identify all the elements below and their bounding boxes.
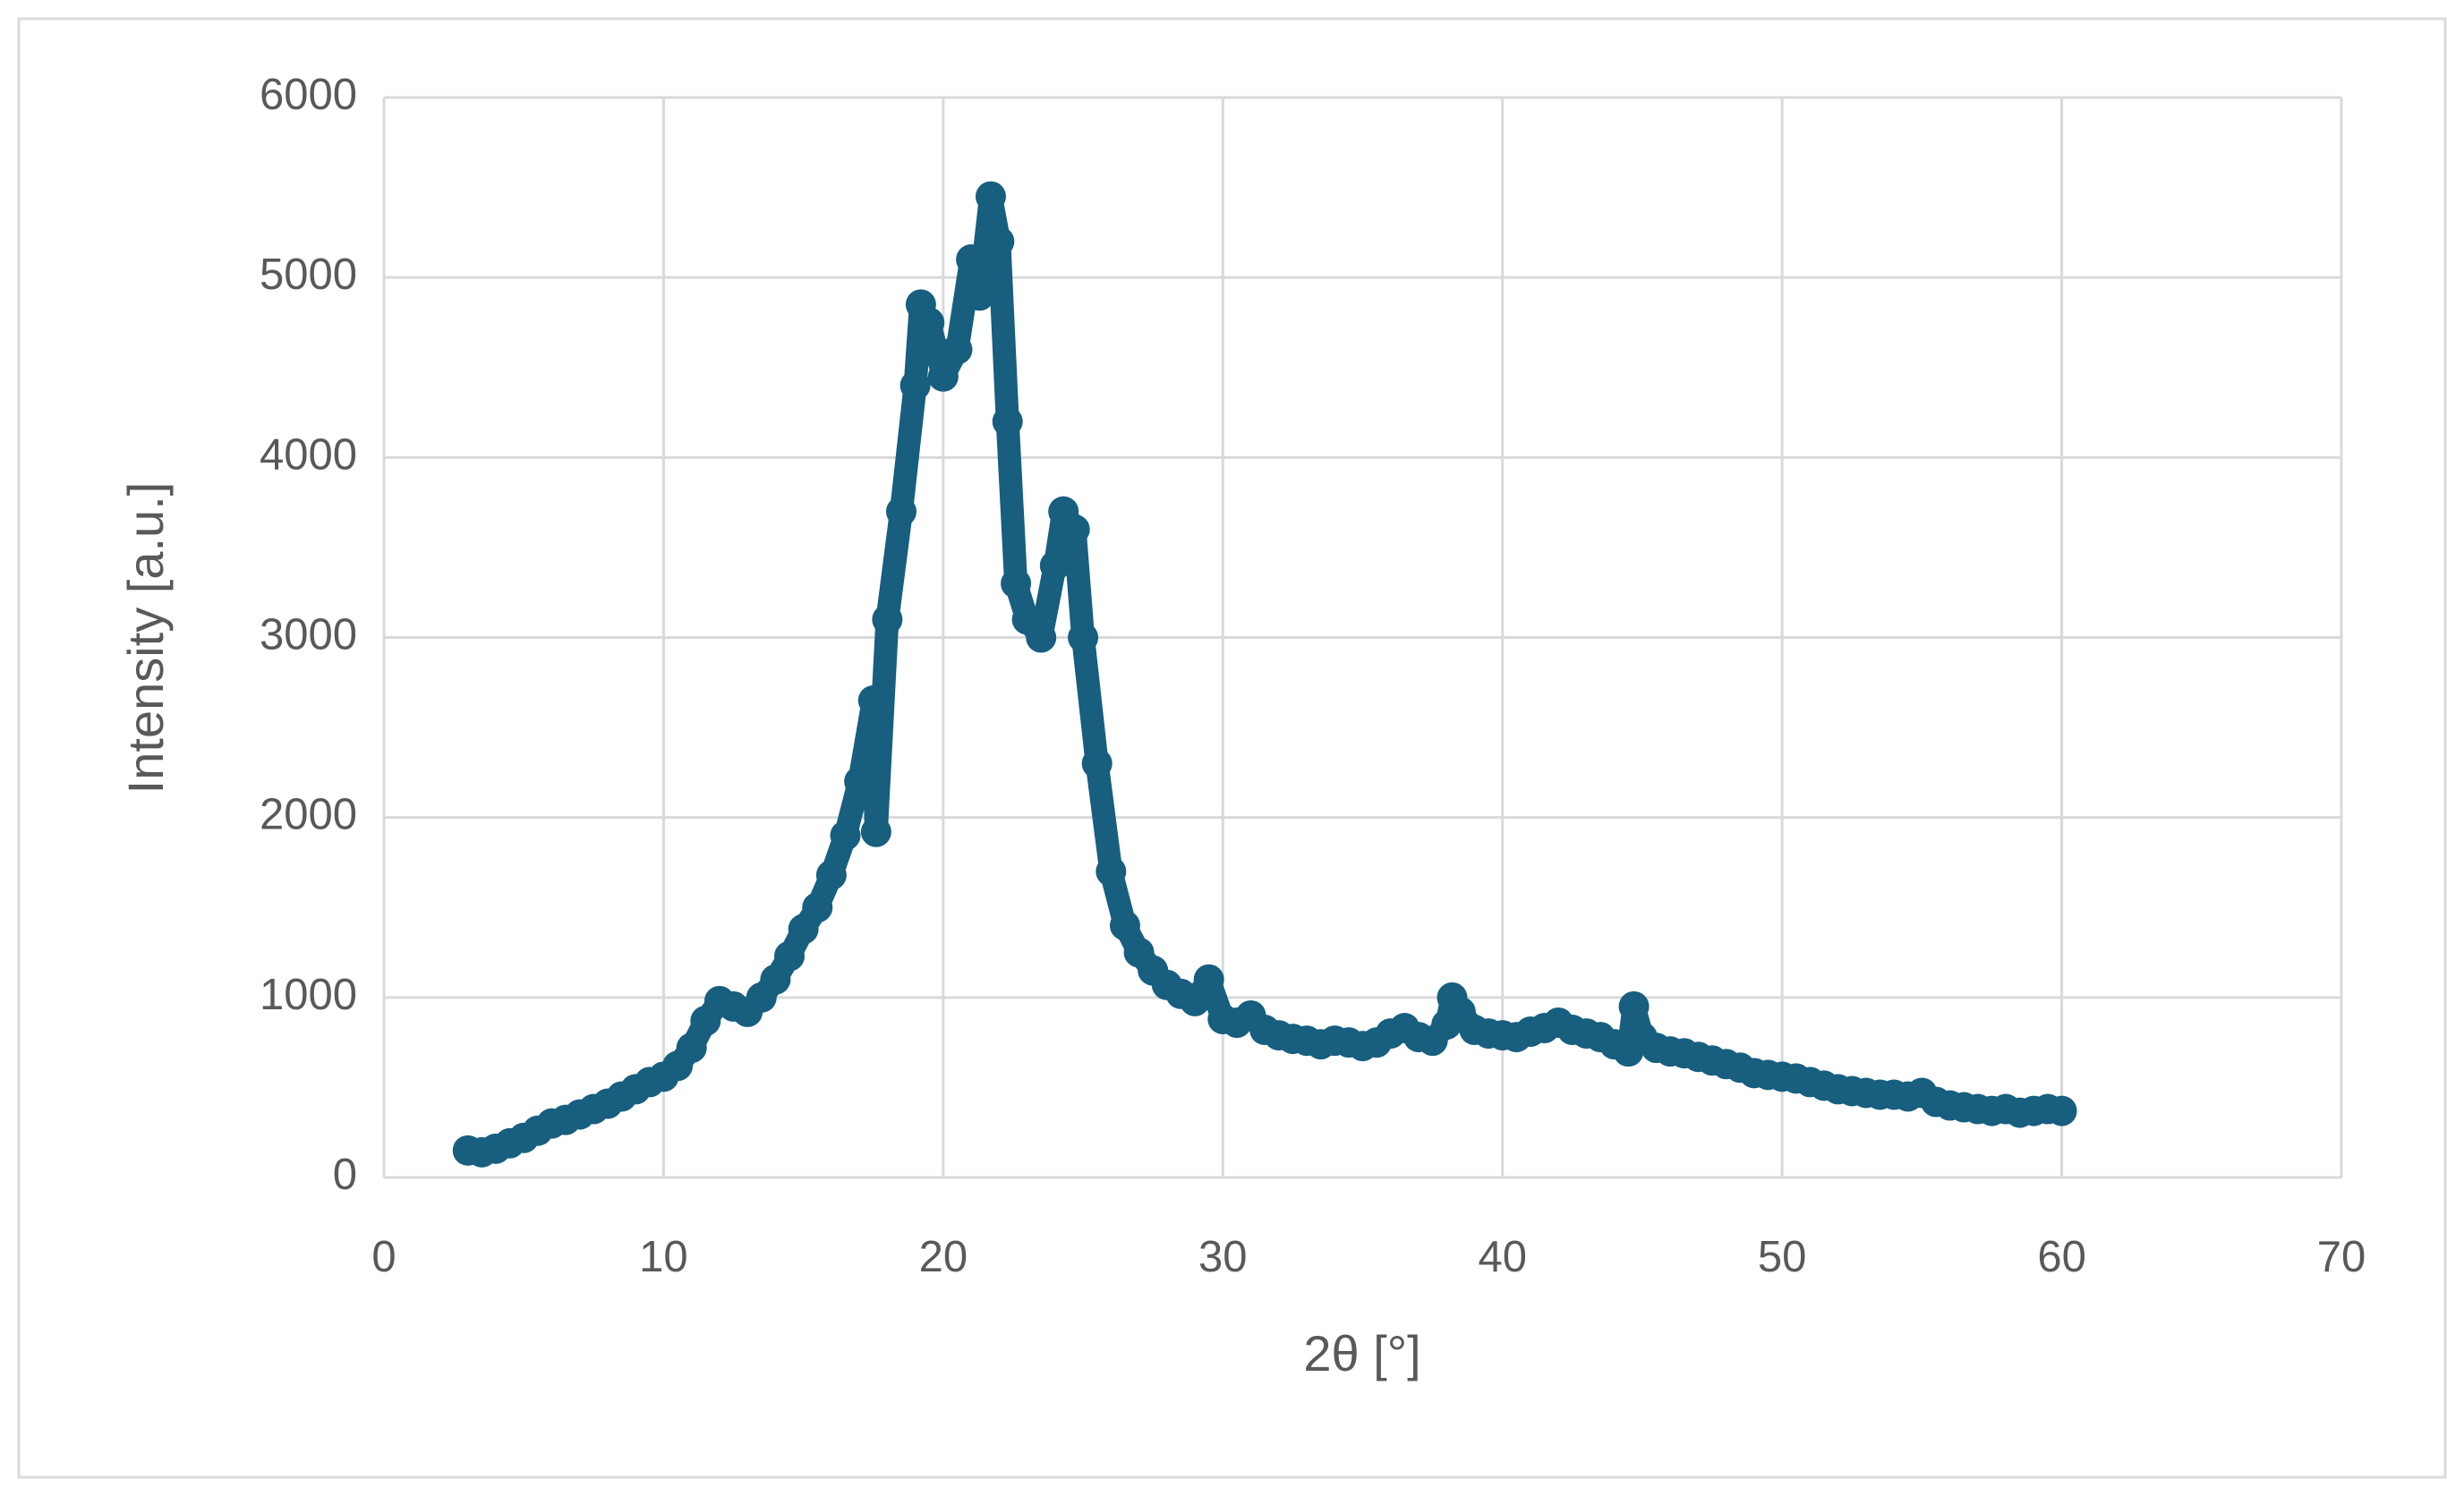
x-tick-label: 70	[2317, 1233, 2366, 1281]
point	[830, 820, 861, 851]
point	[927, 361, 959, 392]
point	[860, 816, 891, 847]
point	[992, 406, 1023, 438]
x-tick-label: 0	[371, 1233, 396, 1281]
point	[815, 860, 847, 891]
point	[984, 225, 1015, 257]
point	[1109, 910, 1140, 941]
point	[956, 244, 987, 276]
y-axis-title: Intensity [a.u.]	[117, 482, 174, 795]
y-tick-label: 4000	[260, 430, 357, 479]
x-tick-label: 50	[1758, 1233, 1807, 1281]
x-tick-label: 60	[2037, 1233, 2086, 1281]
point	[788, 914, 819, 945]
point	[885, 496, 917, 527]
x-tick-label: 10	[639, 1233, 688, 1281]
chart-border	[17, 17, 2447, 1479]
point	[1068, 622, 1099, 653]
y-tick-label: 3000	[260, 610, 357, 659]
y-tick-label: 1000	[260, 971, 357, 1019]
point	[802, 892, 833, 923]
point	[899, 370, 931, 401]
point	[1618, 990, 1650, 1022]
point	[1180, 985, 1211, 1016]
point	[676, 1033, 707, 1064]
x-tick-label: 40	[1478, 1233, 1527, 1281]
point	[844, 766, 875, 797]
y-tick-label: 0	[333, 1151, 357, 1199]
y-tick-label: 6000	[260, 71, 357, 119]
point	[857, 684, 889, 716]
point	[1193, 964, 1224, 995]
point	[1039, 550, 1070, 582]
point	[914, 307, 945, 338]
point	[975, 181, 1006, 212]
point	[1096, 856, 1127, 888]
point	[760, 964, 791, 995]
point	[1081, 748, 1113, 779]
y-tick-label: 2000	[260, 791, 357, 839]
point	[1001, 568, 1032, 599]
point	[1026, 622, 1057, 653]
point	[942, 334, 973, 365]
point	[2046, 1095, 2077, 1126]
x-tick-label: 20	[919, 1233, 968, 1281]
point	[964, 280, 995, 311]
y-tick-label: 5000	[260, 251, 357, 299]
point	[1059, 514, 1090, 545]
point	[872, 604, 903, 635]
x-axis-title: 2θ [°]	[1303, 1325, 1420, 1381]
x-tick-label: 30	[1198, 1233, 1248, 1281]
point	[774, 940, 806, 972]
